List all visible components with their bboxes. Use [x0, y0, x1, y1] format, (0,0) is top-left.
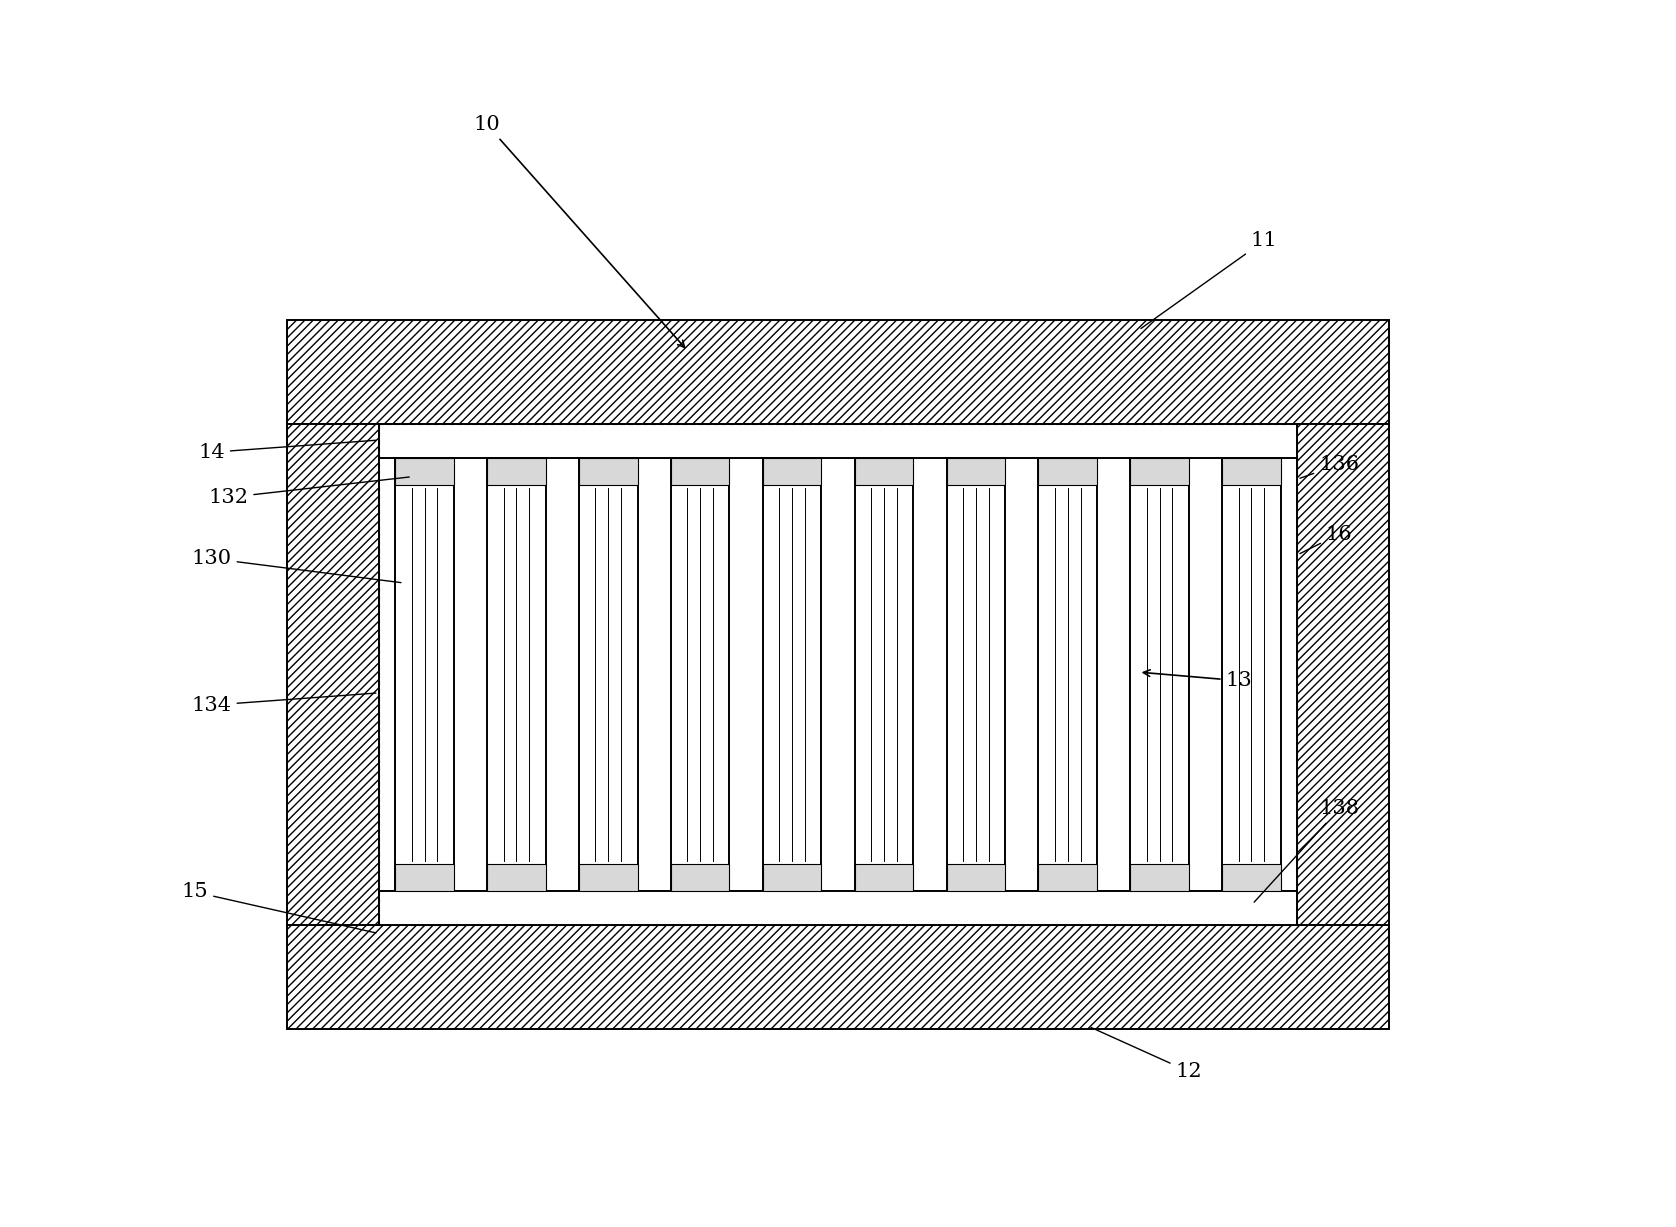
- Bar: [947, 459, 1006, 891]
- Text: 134: 134: [191, 693, 375, 714]
- Bar: [379, 425, 1297, 459]
- Text: 11: 11: [1141, 232, 1277, 329]
- Bar: [1039, 459, 1096, 485]
- Text: 138: 138: [1254, 800, 1359, 902]
- Bar: [670, 864, 729, 891]
- Bar: [1130, 459, 1188, 891]
- Text: 16: 16: [1301, 525, 1353, 553]
- Bar: [763, 864, 821, 891]
- Bar: [287, 320, 1389, 425]
- Text: 14: 14: [198, 440, 375, 461]
- Bar: [488, 459, 546, 891]
- Bar: [488, 459, 546, 485]
- Text: 10: 10: [474, 115, 684, 347]
- Text: 132: 132: [208, 477, 409, 507]
- Bar: [488, 864, 546, 891]
- Bar: [1222, 459, 1280, 891]
- Bar: [763, 459, 821, 485]
- Bar: [1039, 459, 1096, 891]
- Bar: [580, 864, 637, 891]
- Text: 13: 13: [1143, 670, 1252, 690]
- Bar: [1130, 864, 1188, 891]
- Bar: [1222, 459, 1280, 485]
- Bar: [1039, 864, 1096, 891]
- Bar: [287, 425, 379, 925]
- Bar: [379, 891, 1297, 925]
- Text: 15: 15: [181, 882, 375, 933]
- Bar: [947, 459, 1006, 485]
- Text: 12: 12: [1091, 1027, 1202, 1081]
- Bar: [670, 459, 729, 891]
- Bar: [855, 459, 913, 891]
- Bar: [1297, 425, 1389, 925]
- Bar: [287, 925, 1389, 1028]
- Bar: [580, 459, 637, 891]
- Bar: [1130, 459, 1188, 485]
- Bar: [763, 459, 821, 891]
- Bar: [947, 864, 1006, 891]
- Bar: [580, 459, 637, 485]
- Bar: [396, 459, 454, 485]
- Bar: [396, 864, 454, 891]
- Text: 136: 136: [1301, 455, 1359, 479]
- Bar: [670, 459, 729, 485]
- Bar: [855, 459, 913, 485]
- Text: 130: 130: [191, 548, 401, 583]
- Bar: [1222, 864, 1280, 891]
- Bar: [855, 864, 913, 891]
- Bar: [396, 459, 454, 891]
